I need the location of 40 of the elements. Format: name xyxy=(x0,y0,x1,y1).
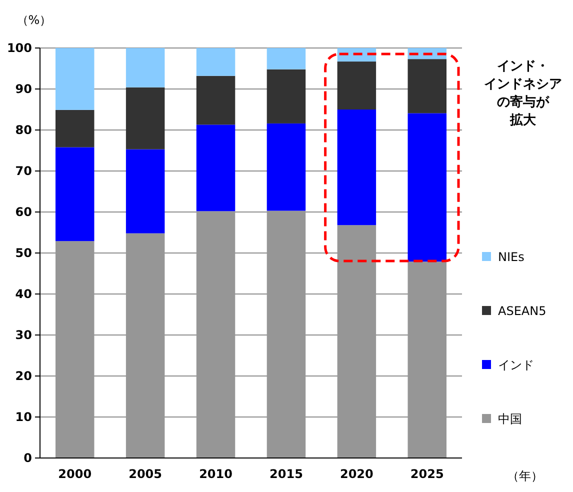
x-tick-label: 2010 xyxy=(199,467,232,481)
bar xyxy=(337,62,376,110)
bar xyxy=(266,69,306,124)
legend-label: インド xyxy=(498,358,534,372)
y-tick-label: 50 xyxy=(15,246,32,260)
x-tick-label: 2020 xyxy=(340,467,374,481)
legend-label: ASEAN5 xyxy=(498,304,546,318)
x-tick-label: 2015 xyxy=(270,467,303,481)
bar xyxy=(126,48,165,88)
y-tick-label: 40 xyxy=(15,287,32,302)
text: インド・インドネシアの寄与が拡大 xyxy=(484,59,562,128)
bar xyxy=(56,147,94,242)
y-tick-label: 20 xyxy=(15,369,32,384)
bar xyxy=(337,110,376,226)
y-tick-label: 10 xyxy=(15,410,32,424)
bar xyxy=(408,113,446,262)
bar xyxy=(56,48,94,110)
y-tick-label: 70 xyxy=(15,164,32,178)
bar xyxy=(196,124,236,212)
y-tick-label: 90 xyxy=(15,82,32,96)
y-tick-label: 0 xyxy=(24,451,32,466)
bar xyxy=(266,123,306,211)
y-axis-title: （%） xyxy=(16,13,52,27)
y-tick-label: 80 xyxy=(15,123,32,138)
bar xyxy=(408,59,446,114)
x-axis-title: （年） xyxy=(507,469,543,483)
y-tick-label: 60 xyxy=(15,205,32,220)
legend-label: NIEs xyxy=(498,250,524,264)
y-tick-label: 100 xyxy=(6,41,32,56)
legend-label: 中国 xyxy=(498,412,522,426)
x-tick-label: 2005 xyxy=(128,467,162,481)
bar xyxy=(196,76,236,125)
x-tick-label: 2000 xyxy=(58,467,92,481)
bar xyxy=(266,48,306,70)
bar xyxy=(196,48,236,76)
y-tick-label: 30 xyxy=(15,328,32,342)
bar xyxy=(56,110,94,148)
bar xyxy=(126,87,165,150)
x-tick-label: 2025 xyxy=(410,467,444,481)
bar xyxy=(126,149,165,234)
